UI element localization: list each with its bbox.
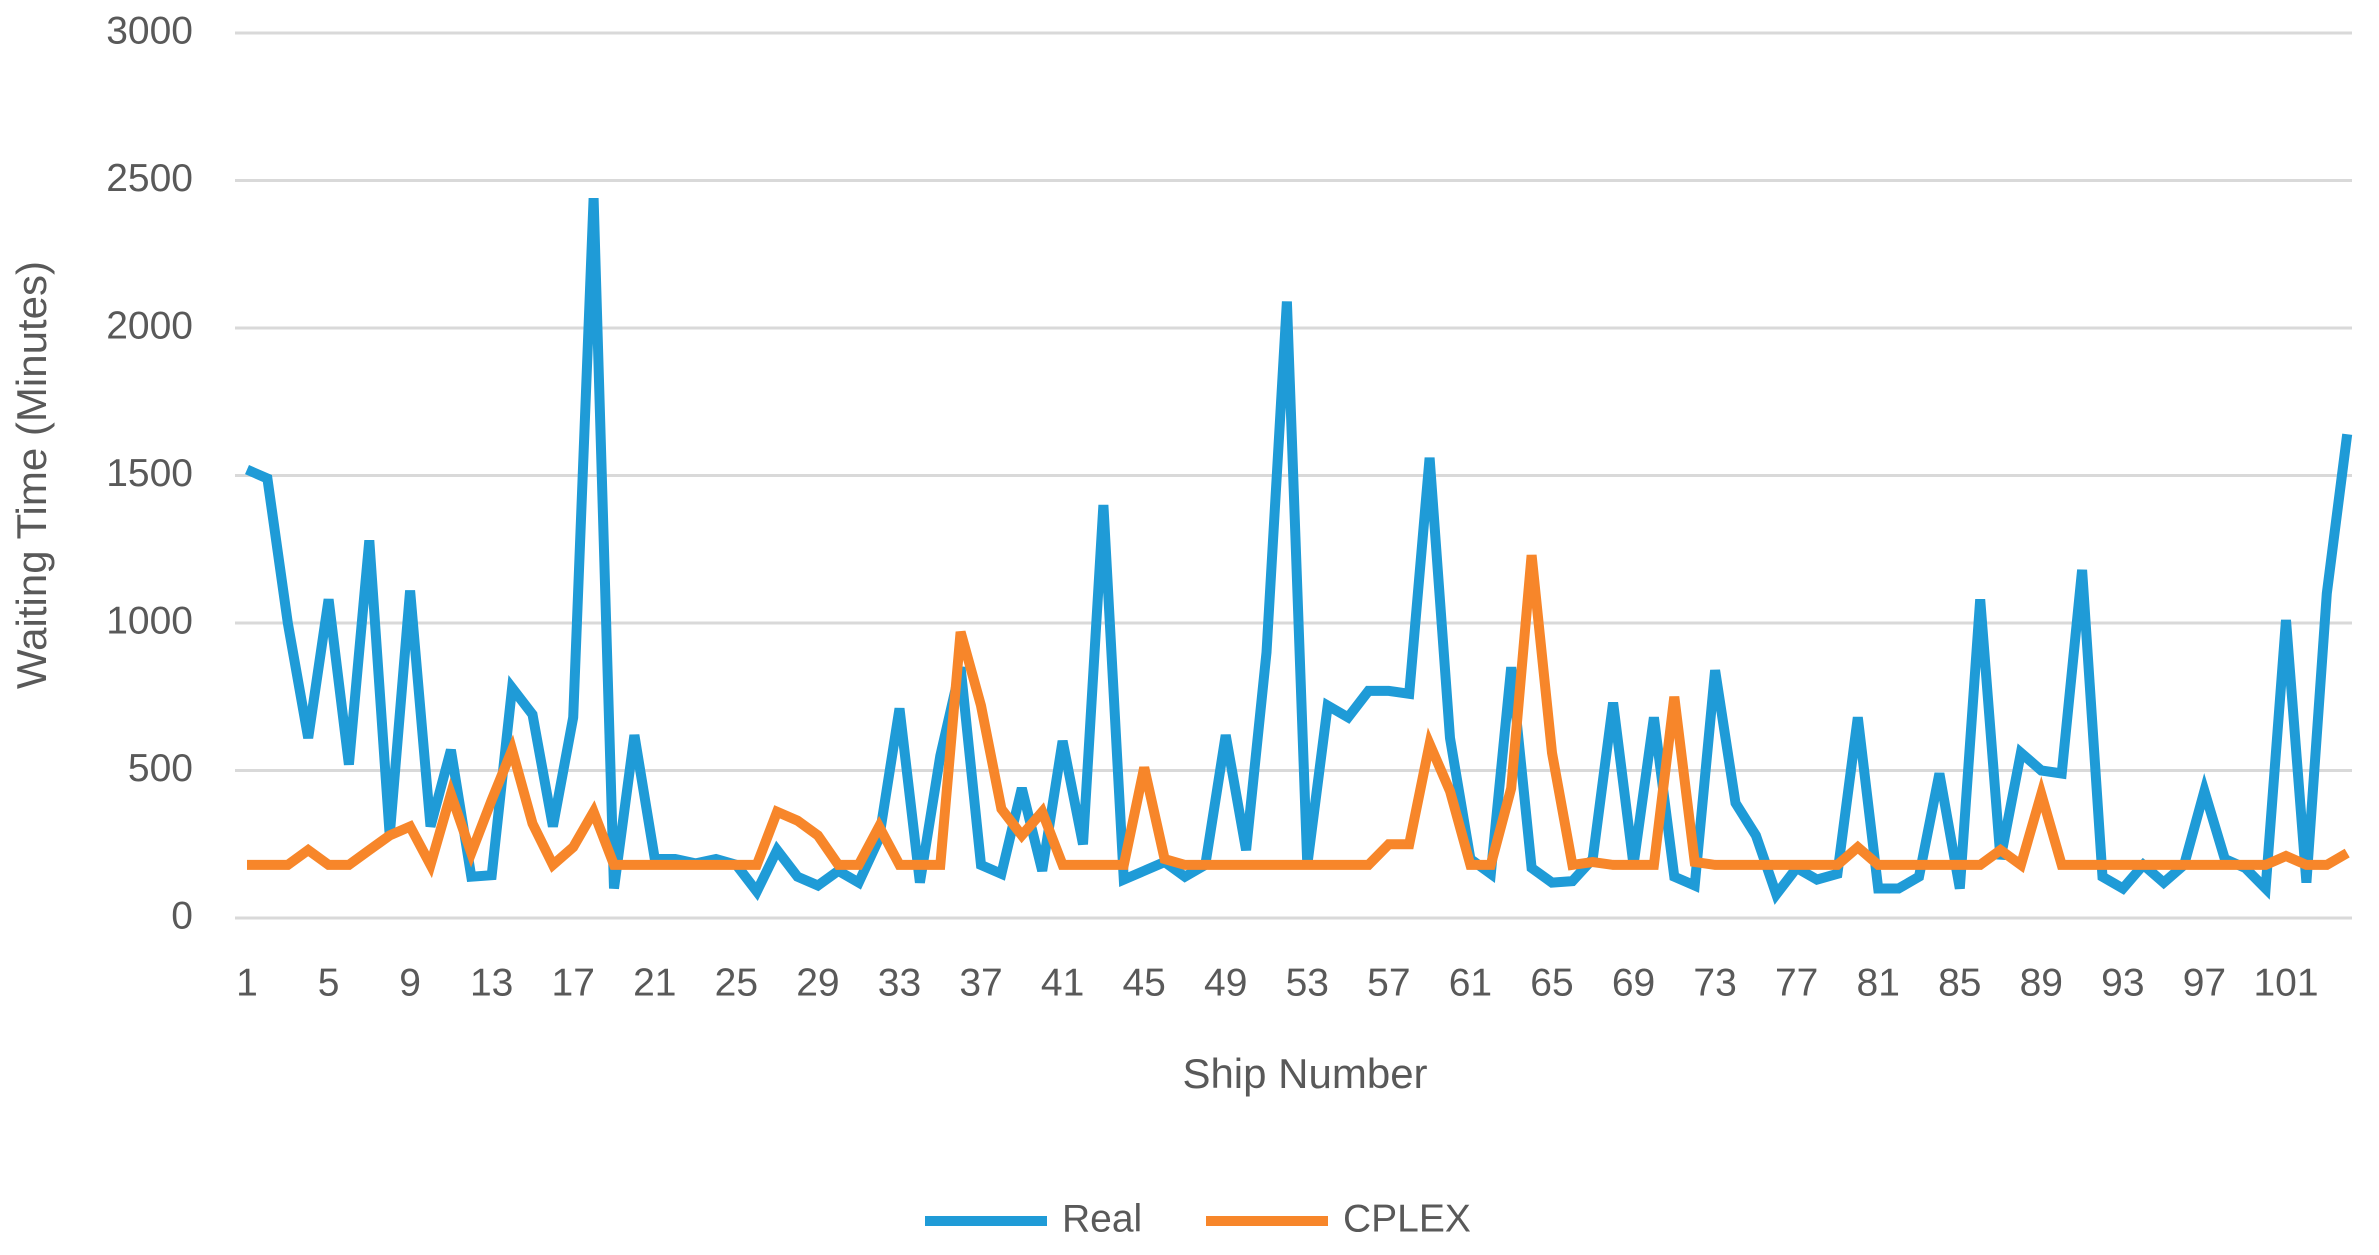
x-tick-label: 69 — [1612, 961, 1655, 1004]
y-tick-label: 1000 — [106, 599, 193, 642]
y-tick-label: 0 — [171, 894, 193, 937]
series-line — [245, 198, 2353, 905]
x-tick-label: 9 — [399, 961, 421, 1004]
x-tick-label: 97 — [2183, 961, 2226, 1004]
x-tick-label: 49 — [1204, 961, 1247, 1004]
x-tick-label: 57 — [1367, 961, 1410, 1004]
x-tick-label: 17 — [552, 961, 595, 1004]
x-tick-label: 29 — [796, 961, 839, 1004]
x-tick-label: 93 — [2101, 961, 2144, 1004]
x-tick-label: 77 — [1775, 961, 1818, 1004]
x-tick-label: 85 — [1938, 961, 1981, 1004]
y-tick-label: 3000 — [106, 9, 193, 52]
x-axis-title: Ship Number — [1182, 1050, 1427, 1097]
x-tick-label: 45 — [1122, 961, 1165, 1004]
x-tick-label: 37 — [959, 961, 1002, 1004]
legend-label: Real — [1062, 1197, 1142, 1240]
x-tick-label: 1 — [236, 961, 258, 1004]
x-tick-label: 5 — [318, 961, 340, 1004]
x-tick-label: 65 — [1530, 961, 1573, 1004]
x-tick-label: 101 — [2253, 961, 2318, 1004]
x-tick-label: 13 — [470, 961, 513, 1004]
y-tick-label: 2500 — [106, 157, 193, 200]
y-tick-label: 1500 — [106, 452, 193, 495]
legend-label: CPLEX — [1343, 1197, 1471, 1240]
y-tick-label: 2000 — [106, 304, 193, 347]
series-line — [247, 554, 2350, 879]
x-tick-label: 41 — [1041, 961, 1084, 1004]
x-tick-label: 53 — [1286, 961, 1329, 1004]
x-tick-label: 73 — [1693, 961, 1736, 1004]
y-tick-label: 500 — [128, 747, 193, 790]
x-tick-label: 81 — [1857, 961, 1900, 1004]
y-axis-title: Waiting Time (Minutes) — [8, 261, 55, 689]
x-tick-label: 25 — [715, 961, 758, 1004]
x-tick-label: 61 — [1449, 961, 1492, 1004]
x-tick-label: 33 — [878, 961, 921, 1004]
x-tick-label: 89 — [2020, 961, 2063, 1004]
x-tick-label: 21 — [633, 961, 676, 1004]
